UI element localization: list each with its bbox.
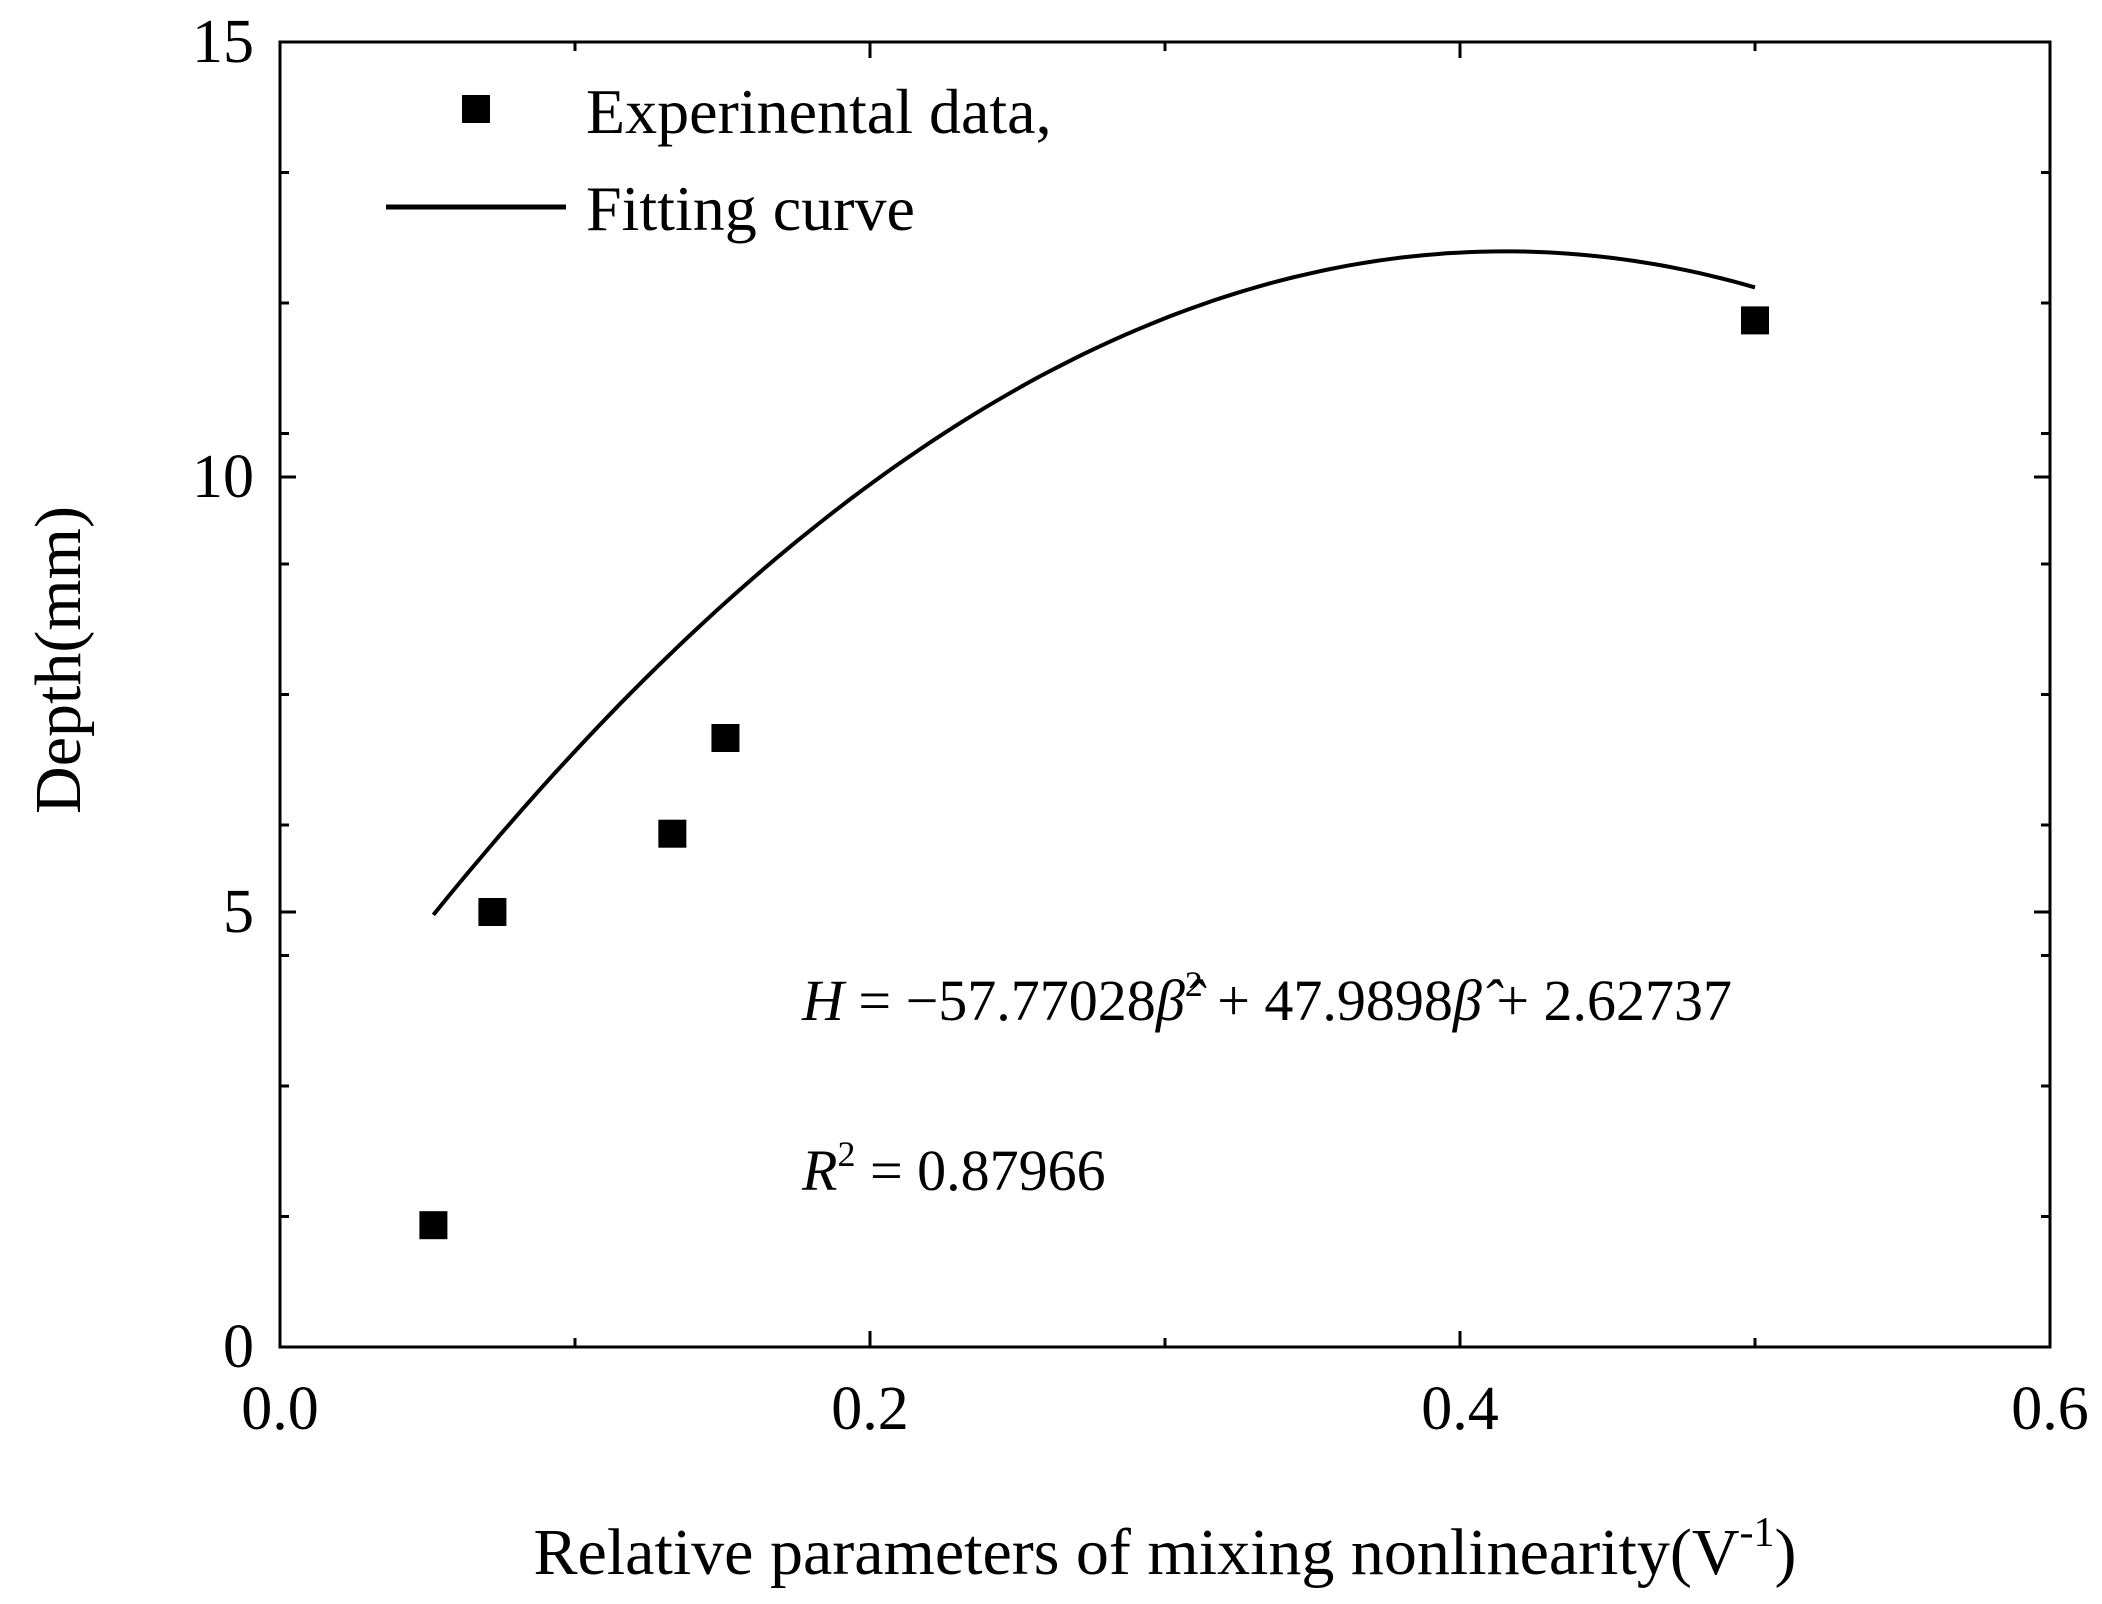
fitting-curve-line bbox=[431, 249, 1756, 917]
data-point bbox=[1741, 306, 1769, 335]
plot-area-frame bbox=[278, 40, 2052, 1349]
data-point bbox=[419, 1211, 448, 1240]
axis-ticks bbox=[278, 40, 2052, 1349]
y-axis-label: Depth(mm) bbox=[22, 506, 95, 814]
x-tick-label: 0.0 bbox=[241, 1375, 319, 1443]
legend: Experinental data, Fitting curve bbox=[386, 76, 1052, 244]
legend-label-fitting: Fitting curve bbox=[586, 173, 915, 244]
x-tick-label: 0.6 bbox=[2011, 1375, 2089, 1443]
x-tick-labels: 0.0 0.2 0.4 0.6 bbox=[241, 1375, 2089, 1443]
y-tick-label: 0 bbox=[223, 1313, 254, 1381]
x-tick-label: 0.4 bbox=[1421, 1375, 1499, 1443]
y-tick-labels: 0 5 10 15 bbox=[192, 8, 254, 1381]
data-point bbox=[658, 819, 687, 848]
legend-label-experimental: Experinental data, bbox=[586, 76, 1052, 147]
y-tick-label: 15 bbox=[192, 8, 254, 76]
y-tick-label: 10 bbox=[192, 443, 254, 511]
data-point bbox=[478, 898, 507, 926]
experimental-data-points bbox=[419, 306, 1769, 1240]
fit-equation: H = −57.77028β̂2 + 47.9898β̂ + 2.62737 bbox=[801, 964, 1732, 1033]
data-point bbox=[711, 724, 740, 752]
r-squared-value: R2 = 0.87966 bbox=[801, 1134, 1106, 1203]
legend-marker-square bbox=[462, 95, 490, 123]
x-tick-label: 0.2 bbox=[831, 1375, 909, 1443]
y-tick-label: 5 bbox=[223, 878, 254, 946]
x-axis-label: Relative parameters of mixing nonlineari… bbox=[534, 1510, 1797, 1589]
